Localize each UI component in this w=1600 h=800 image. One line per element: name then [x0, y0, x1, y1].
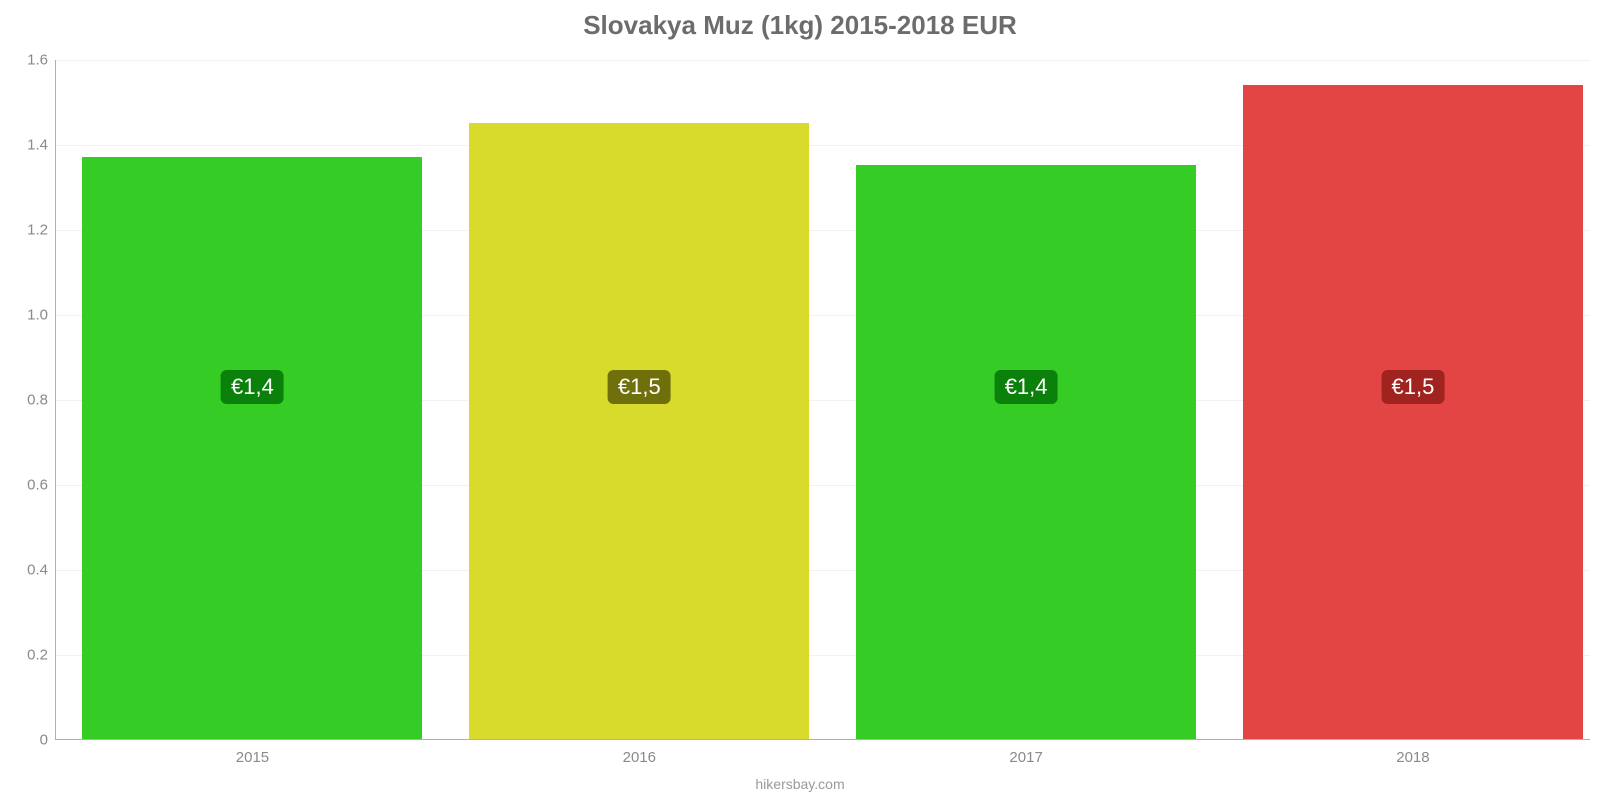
y-axis-tick-label: 0.8 — [27, 392, 56, 409]
bar-value-label: €1,5 — [1382, 370, 1445, 404]
footer-credit: hikersbay.com — [0, 776, 1600, 792]
gridline — [56, 60, 1590, 61]
y-axis-tick-label: 1.0 — [27, 307, 56, 324]
y-axis-tick-label: 1.4 — [27, 137, 56, 154]
y-axis-tick-label: 1.2 — [27, 222, 56, 239]
bar-chart: Slovakya Muz (1kg) 2015-2018 EUR 00.20.4… — [0, 0, 1600, 800]
bar-value-label: €1,4 — [221, 370, 284, 404]
x-axis-tick-label: 2016 — [623, 739, 656, 766]
x-axis-tick-label: 2018 — [1396, 739, 1429, 766]
bar-value-label: €1,5 — [608, 370, 671, 404]
chart-title: Slovakya Muz (1kg) 2015-2018 EUR — [0, 10, 1600, 41]
plot-area: 00.20.40.60.81.01.21.41.6€1,42015€1,5201… — [55, 60, 1590, 740]
y-axis-tick-label: 0.2 — [27, 647, 56, 664]
y-axis-tick-label: 0.6 — [27, 477, 56, 494]
y-axis-tick-label: 0 — [40, 732, 56, 749]
y-axis-tick-label: 1.6 — [27, 52, 56, 69]
bar — [1243, 85, 1583, 740]
bar — [469, 123, 809, 739]
bar-value-label: €1,4 — [995, 370, 1058, 404]
bar — [82, 157, 422, 739]
x-axis-tick-label: 2015 — [236, 739, 269, 766]
y-axis-tick-label: 0.4 — [27, 562, 56, 579]
x-axis-tick-label: 2017 — [1009, 739, 1042, 766]
bar — [856, 165, 1196, 739]
